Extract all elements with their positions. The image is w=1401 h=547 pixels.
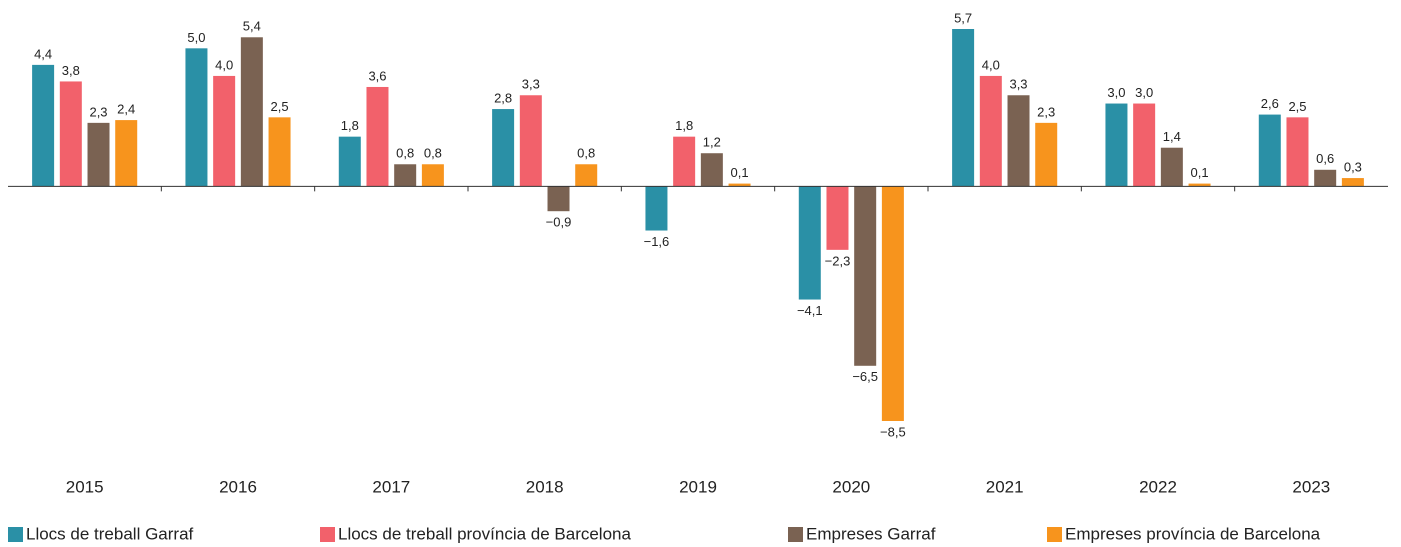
bar (1286, 117, 1309, 187)
bar (87, 122, 110, 187)
legend-swatch (788, 527, 803, 542)
bar (1133, 103, 1156, 187)
x-tick-label: 2022 (1139, 477, 1177, 496)
bar (268, 117, 291, 187)
bar (185, 48, 208, 187)
value-label: 5,7 (954, 10, 972, 25)
value-label: 2,5 (1288, 99, 1306, 114)
x-tick-label: 2019 (679, 477, 717, 496)
legend-swatch (8, 527, 23, 542)
bar (240, 37, 263, 187)
bar (1035, 122, 1058, 187)
value-label: 0,8 (424, 146, 442, 161)
bar (421, 164, 444, 187)
x-tick-label: 2020 (832, 477, 870, 496)
legend-label: Llocs de treball Garraf (26, 524, 194, 543)
bar (115, 120, 138, 187)
bar (1341, 178, 1364, 187)
value-label: −6,5 (852, 369, 878, 384)
value-label: 0,8 (396, 146, 414, 161)
x-tick-label: 2017 (372, 477, 410, 496)
value-label: 1,8 (341, 118, 359, 133)
bar (645, 186, 668, 231)
x-tick-label: 2021 (986, 477, 1024, 496)
value-label: 4,0 (215, 57, 233, 72)
value-label: −1,6 (644, 234, 670, 249)
bar (881, 186, 904, 421)
value-label: 3,6 (368, 68, 386, 83)
bar (673, 136, 696, 187)
value-label: 4,4 (34, 46, 52, 61)
legend-label: Empreses província de Barcelona (1065, 524, 1321, 543)
bar (394, 164, 417, 187)
value-label: 2,8 (494, 90, 512, 105)
legend-label: Empreses Garraf (806, 524, 936, 543)
bar (1258, 114, 1281, 187)
bar (213, 75, 236, 187)
value-label: 2,6 (1261, 96, 1279, 111)
value-label: 3,8 (62, 63, 80, 78)
value-label: 1,2 (703, 135, 721, 150)
bar (338, 136, 361, 187)
value-label: 4,0 (982, 57, 1000, 72)
value-label: 2,3 (89, 104, 107, 119)
value-label: −0,9 (546, 215, 572, 230)
bar (728, 183, 751, 187)
x-tick-label: 2015 (66, 477, 104, 496)
value-label: 2,5 (271, 99, 289, 114)
value-label: 0,6 (1316, 151, 1334, 166)
value-label: 0,3 (1344, 160, 1362, 175)
bar (700, 153, 723, 187)
x-tick-label: 2016 (219, 477, 257, 496)
bar (32, 64, 55, 187)
value-label: −2,3 (825, 253, 851, 268)
bar (798, 186, 821, 300)
bar (854, 186, 877, 366)
value-label: 3,0 (1107, 85, 1125, 100)
value-label: −8,5 (880, 424, 906, 439)
bar (366, 86, 389, 187)
bar (1314, 169, 1337, 187)
value-label: −4,1 (797, 303, 823, 318)
value-label: 3,3 (522, 77, 540, 92)
bar (1007, 95, 1030, 187)
bar (547, 186, 570, 212)
bar (519, 95, 542, 187)
x-tick-label: 2023 (1292, 477, 1330, 496)
value-label: 1,4 (1163, 129, 1181, 144)
bar (575, 164, 598, 187)
value-label: 1,8 (675, 118, 693, 133)
value-label: 2,4 (117, 102, 135, 117)
bar (492, 109, 515, 187)
value-label: 3,0 (1135, 85, 1153, 100)
x-tick-label: 2018 (526, 477, 564, 496)
bar (979, 75, 1002, 187)
value-label: 0,1 (1191, 165, 1209, 180)
value-label: 5,4 (243, 19, 261, 34)
bar (1188, 183, 1211, 187)
bar (1105, 103, 1128, 187)
value-label: 2,3 (1037, 104, 1055, 119)
bar (826, 186, 849, 250)
bar (1160, 147, 1183, 187)
value-label: 0,8 (577, 146, 595, 161)
value-label: 0,1 (731, 165, 749, 180)
legend-label: Llocs de treball província de Barcelona (338, 524, 631, 543)
bar (59, 81, 82, 187)
value-label: 3,3 (1009, 77, 1027, 92)
legend-swatch (320, 527, 335, 542)
bar (952, 29, 975, 187)
value-label: 5,0 (187, 30, 205, 45)
legend-swatch (1047, 527, 1062, 542)
